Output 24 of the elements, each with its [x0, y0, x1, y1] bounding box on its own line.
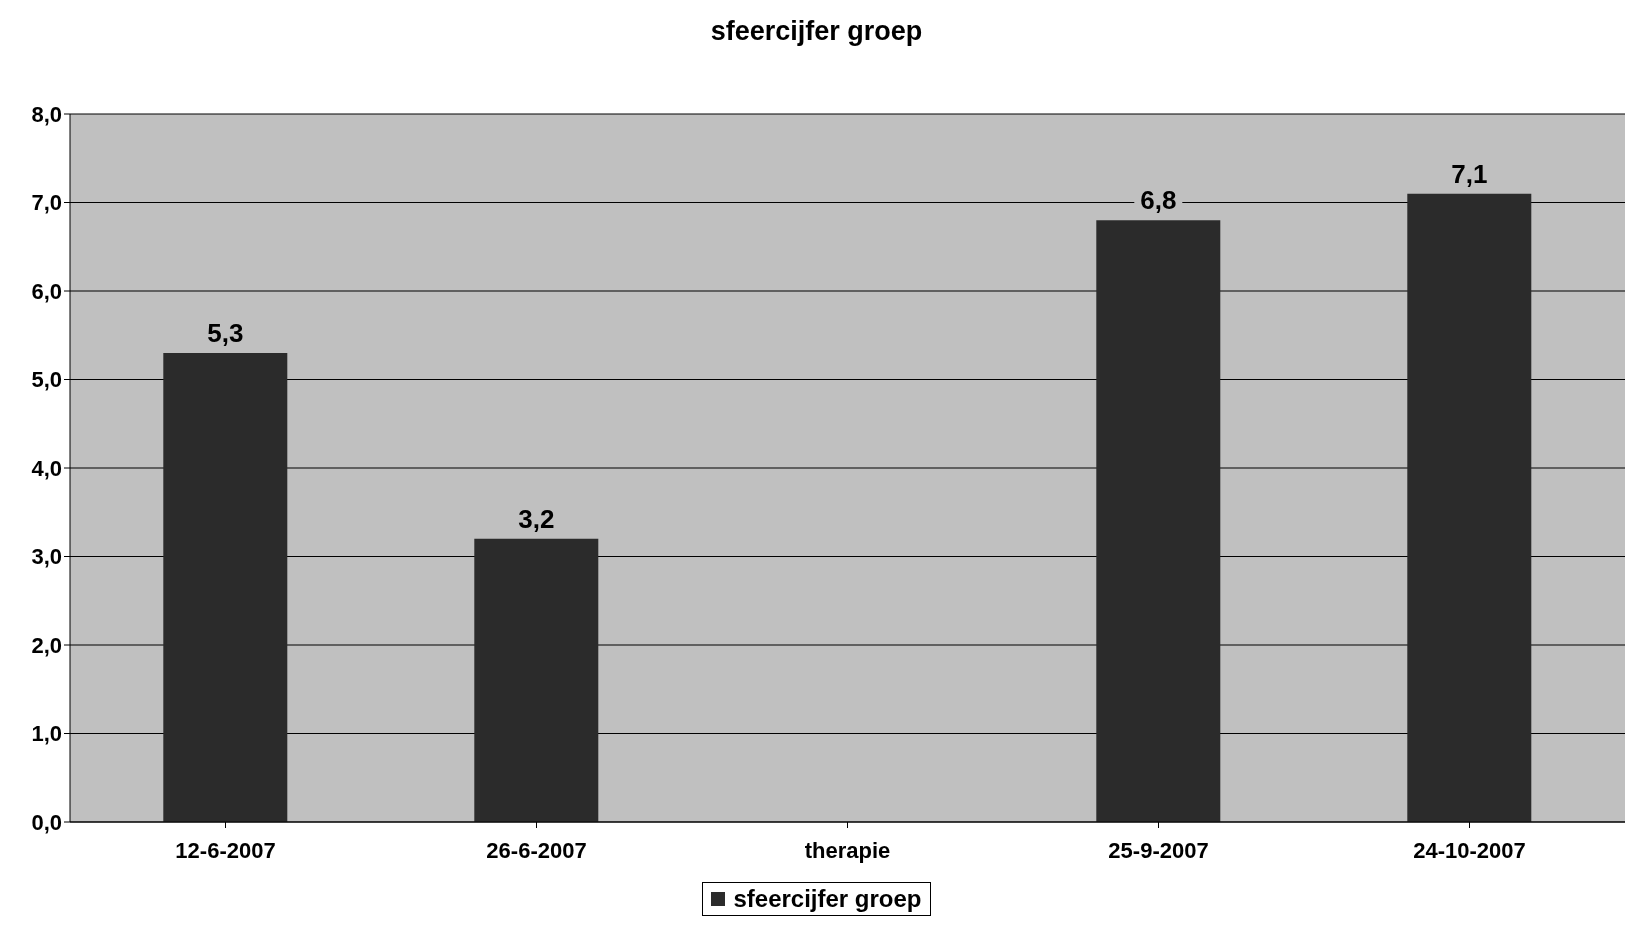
bar [1407, 193, 1532, 822]
y-tick-label: 1,0 [31, 721, 62, 747]
x-tick-label: therapie [804, 837, 891, 863]
y-tick-label: 6,0 [31, 278, 62, 304]
data-label: 6,8 [1140, 185, 1177, 216]
x-tick-label: 24-10-2007 [1413, 837, 1526, 863]
y-tick-label: 5,0 [31, 367, 62, 393]
x-tick-label: 26-6-2007 [486, 837, 587, 863]
y-tick-label: 8,0 [31, 101, 62, 127]
x-tick-label: 12-6-2007 [175, 837, 276, 863]
data-label: 7,1 [1451, 158, 1488, 189]
y-tick-label: 7,0 [31, 190, 62, 216]
chart-title: sfeercijfer groep [709, 15, 924, 48]
legend-label: sfeercijfer groep [732, 885, 922, 913]
bar [474, 538, 599, 822]
y-tick-label: 0,0 [31, 809, 62, 835]
y-tick-label: 2,0 [31, 632, 62, 658]
bar [1096, 220, 1221, 822]
bar [163, 352, 288, 822]
data-label: 5,3 [207, 317, 244, 348]
y-tick-label: 3,0 [31, 544, 62, 570]
y-tick-label: 4,0 [31, 455, 62, 481]
x-tick-label: 25-9-2007 [1108, 837, 1209, 863]
data-label: 3,2 [518, 503, 555, 534]
